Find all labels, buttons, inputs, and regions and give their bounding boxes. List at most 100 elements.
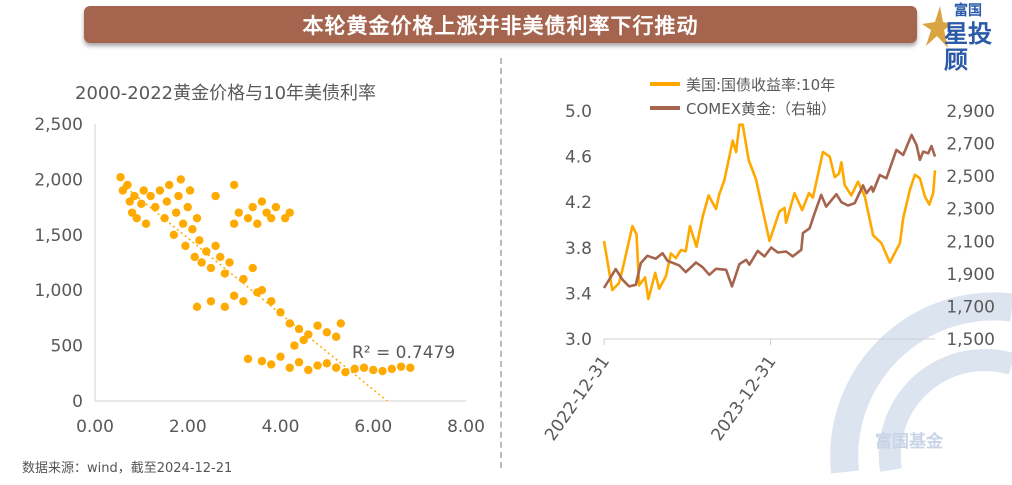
scatter-point [202,247,211,256]
scatter-point [239,274,248,284]
right-y-tick-label: 2,500 [946,167,995,187]
scatter-point [285,363,294,372]
right-y-tick-label: 2,300 [946,200,995,220]
legend-gold-label: COMEX黄金:（右轴） [686,100,836,118]
scatter-point [369,365,378,375]
watermark-text: 富国基金 [875,431,944,452]
scatter-point [276,352,285,361]
right-y-tick-label: 1,500 [946,330,995,350]
scatter-point [155,186,165,195]
x-tick-label: 6.00 [354,417,392,437]
scatter-point [406,363,415,372]
scatter-point [341,367,350,377]
scatter-point [267,213,276,223]
y-tick-label: 0 [72,392,83,412]
right-y-tick-label: 2,900 [946,102,995,122]
left-y-tick-label: 3.8 [565,239,592,259]
y-tick-label: 2,000 [34,170,83,190]
scatter-point [313,361,322,370]
divider [500,58,502,468]
scatter-point [146,191,155,201]
scatter-point [220,302,230,312]
scatter-point [253,288,262,297]
logo-main-text: 星投顾 [944,20,992,74]
scatter-point [378,366,387,376]
scatter-point [239,297,248,306]
left-y-tick-label: 3.0 [565,330,592,350]
scatter-point [267,360,276,369]
right-y-tick-label: 1,700 [946,297,995,317]
right-y-tick-label: 2,700 [946,135,995,155]
r-squared-label: R² = 0.7479 [352,343,455,363]
scatter-point [176,175,185,184]
scatter-point [396,362,406,371]
scatter-point [151,202,160,212]
scatter-point [285,319,294,328]
y-tick-label: 1,000 [34,281,83,301]
scatter-point [192,213,202,223]
scatter-point [130,191,139,201]
left-y-tick-label: 4.2 [565,193,592,213]
y-tick-label: 500 [51,337,83,357]
left-y-tick-label: 4.6 [565,148,592,168]
scatter-point [162,197,172,206]
scatter-point [118,186,128,195]
scatter-point [185,186,195,195]
scatter-point [188,225,197,234]
scatter-point [225,258,234,267]
scatter-point [253,219,262,228]
scatter-point [313,321,322,330]
scatter-point [331,332,341,341]
scatter-point [359,363,369,372]
scatter-point [331,363,341,372]
title-banner: 本轮黄金价格上涨并非美债利率下行推动 [84,6,917,43]
x-tick-label: 0.00 [76,417,114,437]
scatter-point [178,219,188,228]
scatter-point [165,180,174,190]
scatter-point [206,297,216,306]
scatter-point [139,186,148,195]
y-tick-label: 1,500 [34,226,83,246]
scatter-point [248,202,257,212]
scatter-point [322,328,332,337]
scatter-point [141,219,151,228]
right-y-tick-label: 2,100 [946,232,995,252]
scatter-point [174,191,183,201]
scatter-point [267,297,276,306]
scatter-point [190,252,199,262]
scatter-point [220,269,230,278]
scatter-point [195,236,204,245]
x-tick-label: 2.00 [169,417,207,437]
scatter-point [171,208,181,217]
scatter-point [271,202,281,212]
brand-logo: 富国 星投顾 [922,2,1010,73]
scatter-point [125,197,134,206]
scatter-point [257,356,267,366]
scatter-point [294,358,304,367]
scatter-point [304,365,313,375]
star-icon [922,6,952,48]
scatter-point [192,302,202,312]
x-tick-label: 2022-12-31 [541,352,614,444]
scatter-point [211,191,220,201]
scatter-point [243,213,253,223]
scatter-point [262,208,271,217]
scatter-point [211,241,220,251]
scatter-point [387,364,396,374]
scatter-point [322,359,332,368]
scatter-point [216,252,225,262]
scatter-point [229,180,239,190]
y-tick-label: 2,500 [34,115,83,135]
scatter-point [290,341,299,350]
watermark-inner-arc [878,349,1012,472]
scatter-point [285,208,294,217]
watermark-outer-arc [830,292,1012,474]
scatter-point [183,202,192,212]
left-y-tick-label: 5.0 [565,102,592,122]
scatter-point [299,335,308,345]
scatter-title: 2000-2022黄金价格与10年美债利率 [75,83,376,104]
scatter-point [132,213,141,223]
